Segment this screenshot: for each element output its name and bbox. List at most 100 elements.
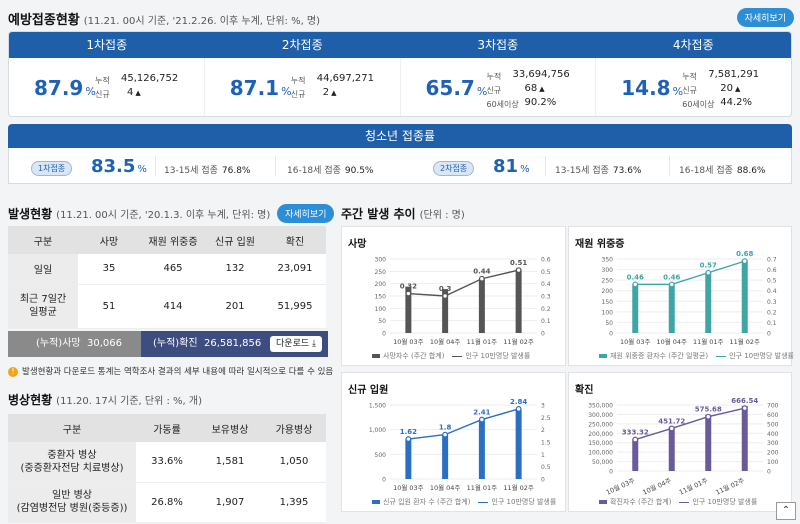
y2-tick-label: 0.4 [541, 281, 551, 288]
teen-age-13-15-dose1: 13-15세 접종 76.8% [164, 166, 251, 176]
bar [741, 260, 748, 333]
x-tick-label: 10월 03주 [620, 337, 651, 346]
bar [515, 409, 522, 479]
chart-confirmed: 확진 0 50,000 100,000 150,000 200,000 250,000 300… [568, 372, 792, 512]
rate-point [478, 275, 485, 282]
y2-tick-label: 3 [541, 403, 545, 410]
y-tick-label: 1,000 [369, 427, 386, 434]
dose-cell: 87.1% 누적 44,697,271 신규 2 ▲ [205, 58, 401, 116]
bar [668, 284, 675, 333]
data-label: 0.46 [663, 273, 680, 281]
teen-rate-title: 청소년 접종률 [8, 124, 792, 148]
x-tick-label: 11월 02주 [714, 476, 746, 497]
dose-rate: 65.7% [425, 76, 488, 100]
cumulative-deaths: (누적)사망 30,066 [8, 331, 141, 357]
bar-legend-swatch [372, 354, 380, 358]
chart-svg: 0 500 1,000 1,500 0 0.5 1 1.5 2 2.5 3 10월 03주 10월 04… [369, 398, 551, 492]
bar-legend-swatch [599, 354, 607, 358]
y2-tick-label: 0 [767, 331, 771, 338]
cum-value: 7,581,291 [708, 69, 760, 80]
rate-point [515, 406, 522, 412]
y2-tick-label: 1.5 [541, 440, 551, 447]
dose-rate: 87.1% [229, 76, 292, 100]
y-tick-label: 50,000 [592, 459, 613, 466]
y-tick-label: 1,500 [369, 403, 386, 410]
teen-rate-panel: 1차접종 83.5% 13-15세 접종 76.8% 16-18세 접종 90.5%… [8, 148, 792, 184]
y2-tick-label: 0.2 [541, 306, 551, 313]
beds-title: 병상현황 (11.20. 17시 기준, 단위 : %, 개) [8, 393, 203, 407]
x-tick-label: 10월 04주 [656, 337, 687, 346]
rate-point [442, 431, 449, 438]
y2-tick-label: 0.3 [767, 299, 777, 306]
data-label: 1.8 [439, 424, 452, 432]
y-tick-label: 250 [375, 269, 387, 276]
y-tick-label: 300 [602, 267, 614, 274]
x-tick-label: 10월 03주 [393, 483, 424, 492]
teen-dose-tag-2: 2차접종 [433, 161, 475, 176]
chart-legend: 신규 입원 환자 수 (주간 합계) 인구 10만명당 발생률 [372, 497, 556, 507]
divider [669, 156, 670, 176]
outbreak-table: 구분 사망 재원 위중증 신규 입원 확진 일일 35 465 132 23,0… [8, 226, 326, 329]
dose-cell: 14.8% 누적 7,581,291 신규 20 ▲ 60세이상 44.2% [596, 58, 791, 116]
table-cell: 51 [78, 284, 140, 329]
age60-value: 44.2% [720, 97, 753, 108]
y-tick-label: 350,000 [588, 403, 613, 410]
dose-label-3: 3차접종 [477, 38, 519, 52]
bar [705, 414, 712, 471]
scroll-top-button[interactable]: ⌃ [776, 502, 796, 520]
y2-tick-label: 100 [767, 459, 779, 466]
legend-label: 인구 10만명당 발생률 [692, 498, 758, 506]
x-tick-label: 10월 03주 [605, 476, 637, 497]
cum-value: 33,694,756 [512, 69, 570, 80]
table-cell: 1,395 [262, 482, 326, 523]
line-legend-swatch [716, 355, 727, 357]
y2-tick-label: 0 [541, 331, 545, 338]
legend-label: 인구 10만명당 발생률 [729, 352, 794, 360]
outbreak-detail-button[interactable]: 자세히보기 [277, 204, 335, 223]
cum-label: 누적 [682, 72, 697, 81]
col-header: 재원 위중증 [140, 226, 206, 254]
col-header: 구분 [8, 414, 136, 442]
cum-value: 45,126,752 [121, 73, 179, 84]
up-arrow-icon: ▲ [734, 85, 741, 93]
row-label: 최근 7일간 일평균 [8, 284, 78, 329]
bar [668, 426, 675, 471]
data-label: 0.68 [736, 250, 753, 258]
teen-age-16-18-dose1: 16-18세 접종 90.5% [287, 166, 374, 176]
data-label: 0.46 [627, 273, 644, 281]
y-tick-label: 0 [382, 331, 386, 338]
rate-point [741, 258, 748, 265]
chart-legend: 확진자수 (주간 합계) 인구 10만명당 발생률 [599, 497, 757, 507]
bar [478, 279, 485, 333]
table-header-row: 구분 사망 재원 위중증 신규 입원 확진 [8, 226, 326, 254]
table-cell: 1,581 [198, 442, 262, 483]
y2-tick-label: 0.5 [767, 278, 777, 285]
download-button[interactable]: 다운로드 ⤓ [270, 336, 322, 352]
table-cell: 51,995 [264, 284, 326, 329]
new-label: 신규 [290, 90, 306, 99]
y-tick-label: 200,000 [588, 431, 613, 438]
chart-admissions: 신규 입원 0 500 1,000 1,500 0 0.5 1 1.5 2 2.5 3 10월 03주 1… [341, 372, 566, 512]
y-tick-label: 50 [378, 318, 386, 325]
bar [632, 438, 639, 471]
rate-line [408, 408, 519, 440]
line-legend-swatch [679, 501, 690, 503]
vaccination-detail-button[interactable]: 자세히보기 [736, 8, 794, 27]
table-cell: 132 [206, 254, 264, 285]
bar [405, 438, 412, 479]
y-tick-label: 100,000 [588, 450, 613, 457]
vaccination-header: 예방접종현황 (11.21. 00시 기준, '21.2.26. 이후 누계, 단… [8, 6, 794, 28]
x-tick-label: 10월 04주 [430, 483, 461, 492]
dose-values-row: 87.9% 누적 45,126,752 신규 4 ▲ 87.1% 누적 44,697,271 신규… [9, 58, 791, 116]
y-tick-label: 500 [375, 452, 387, 459]
y-tick-label: 0 [609, 469, 613, 476]
y2-tick-label: 0 [541, 477, 545, 484]
data-label: 0.3 [439, 285, 452, 293]
data-label: 666.54 [731, 397, 758, 405]
dose-rate: 14.8% [621, 76, 684, 100]
col-header: 확진 [264, 226, 326, 254]
line-legend-swatch [452, 355, 463, 357]
dose-label-4: 4차접종 [672, 38, 714, 52]
up-arrow-icon: ▲ [135, 89, 141, 97]
data-label: 0.44 [473, 268, 490, 276]
